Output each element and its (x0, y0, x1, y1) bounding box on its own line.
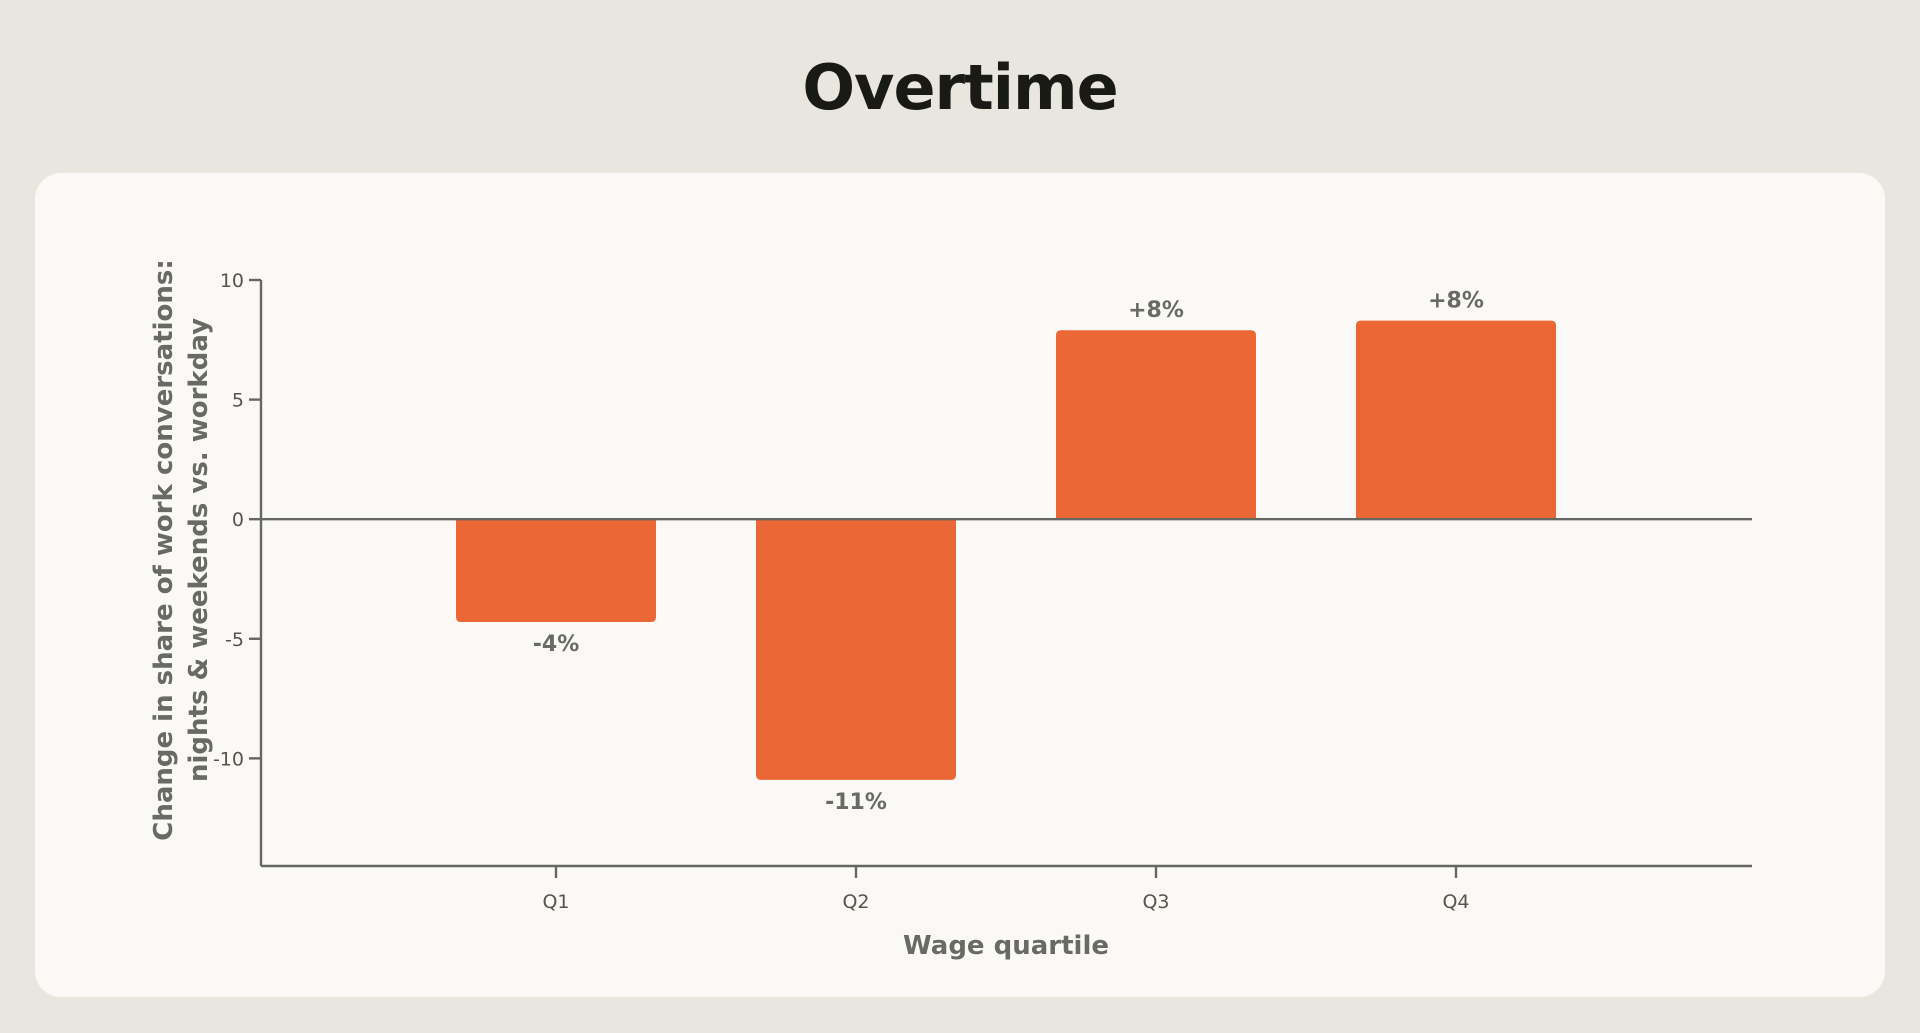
bars-group (456, 320, 1556, 780)
x-tick-label-q2: Q2 (842, 891, 869, 913)
x-axis-title: Wage quartile (903, 931, 1109, 961)
y-tick-label: -5 (225, 629, 244, 651)
chart-card: 10 5 0 -5 -10 Q1 Q2 Q3 Q4 -4% -11% +8% +8% Wage qu… (35, 173, 1885, 997)
axes-group (259, 280, 1752, 868)
x-tick-label-q1: Q1 (542, 891, 569, 913)
y-tick-label: 5 (232, 390, 244, 412)
y-tick-label: -10 (213, 748, 244, 770)
x-ticks-group: Q1 Q2 Q3 Q4 (542, 866, 1470, 913)
bar-chart: 10 5 0 -5 -10 Q1 Q2 Q3 Q4 -4% -11% +8% +8% Wage qu… (149, 259, 1752, 961)
data-label-q4: +8% (1428, 289, 1484, 314)
y-axis-title: Change in share of work conversations: ni… (149, 259, 214, 841)
y-axis-title-line: nights & weekends vs. workday (184, 318, 214, 782)
y-tick-label: 10 (220, 270, 244, 292)
y-tick-label: 0 (232, 509, 244, 531)
data-label-q3: +8% (1128, 298, 1184, 323)
y-ticks-group: 10 5 0 -5 -10 (213, 270, 261, 770)
bar-q3 (1056, 330, 1256, 520)
data-label-q2: -11% (825, 790, 887, 815)
bar-q1 (456, 519, 656, 623)
data-label-q1: -4% (533, 632, 579, 657)
bar-q4 (1356, 320, 1556, 520)
data-labels-group: -4% -11% +8% +8% (533, 289, 1484, 815)
bar-q2 (756, 519, 956, 780)
x-tick-label-q4: Q4 (1442, 891, 1469, 913)
page-title: Overtime (802, 51, 1118, 124)
x-tick-label-q3: Q3 (1142, 891, 1169, 913)
y-axis-title-line: Change in share of work conversations: (149, 259, 179, 841)
